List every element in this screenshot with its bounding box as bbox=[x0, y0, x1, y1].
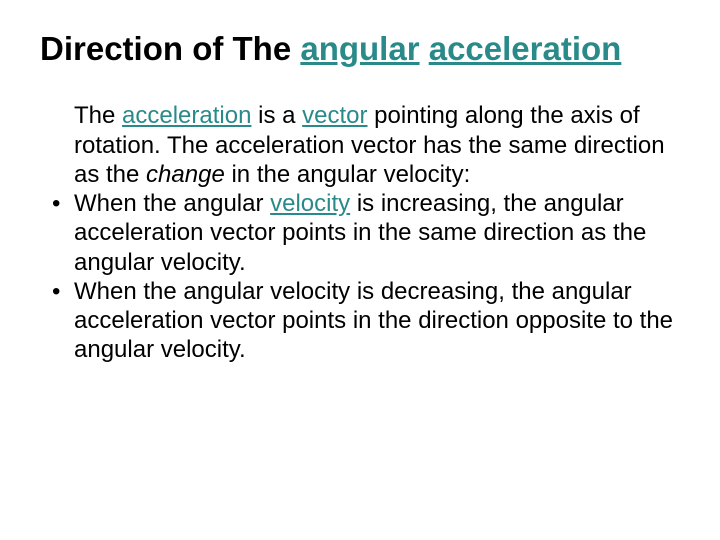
title-link-angular: angular bbox=[300, 30, 419, 67]
title-link-acceleration: acceleration bbox=[429, 30, 622, 67]
intro-paragraph: The acceleration is a vector pointing al… bbox=[74, 101, 680, 189]
bullet1-text-1: When the angular bbox=[74, 190, 270, 217]
slide-title: Direction of The angular acceleration bbox=[40, 28, 680, 69]
title-space bbox=[420, 30, 429, 67]
link-velocity: velocity bbox=[270, 190, 350, 217]
bullet-list: When the angular velocity is increasing,… bbox=[74, 189, 680, 365]
slide: Direction of The angular acceleration Th… bbox=[0, 0, 720, 540]
link-vector: vector bbox=[302, 102, 367, 129]
bullet2-text: When the angular velocity is decreasing,… bbox=[74, 278, 673, 364]
title-text-1: Direction of The bbox=[40, 30, 300, 67]
list-item: When the angular velocity is decreasing,… bbox=[74, 277, 680, 365]
para-text-1: The bbox=[74, 102, 122, 129]
link-acceleration: acceleration bbox=[122, 102, 251, 129]
body-text: The acceleration is a vector pointing al… bbox=[40, 101, 680, 364]
para-text-2: is a bbox=[251, 102, 302, 129]
para-text-4: in the angular velocity: bbox=[225, 161, 470, 188]
list-item: When the angular velocity is increasing,… bbox=[74, 189, 680, 277]
italic-change: change bbox=[146, 161, 225, 188]
